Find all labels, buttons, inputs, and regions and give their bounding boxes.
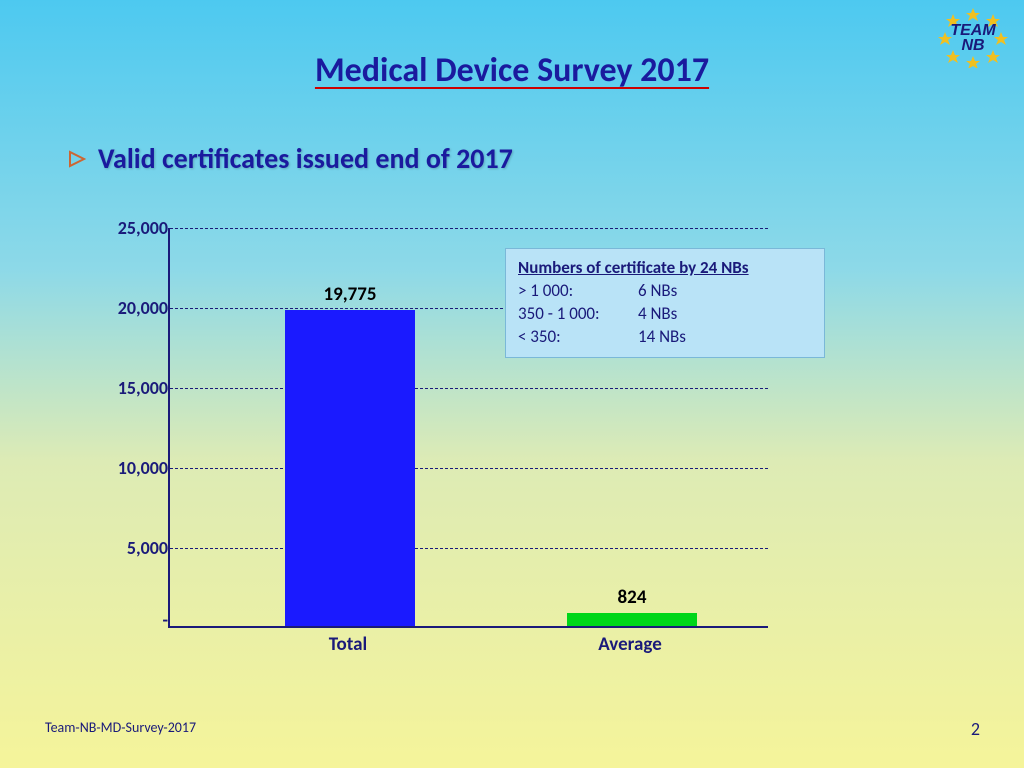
- logo: TEAM NB: [938, 8, 1008, 68]
- info-range: > 1 000:: [518, 280, 638, 303]
- info-count: 6 NBs: [638, 280, 677, 303]
- info-range: 350 - 1 000:: [518, 303, 638, 326]
- info-count: 14 NBs: [638, 326, 686, 349]
- subtitle-row: Valid certificates issued end of 2017: [68, 141, 1024, 176]
- footer-left: Team-NB-MD-Survey-2017: [45, 719, 196, 736]
- bar: [285, 310, 415, 626]
- y-tick-label: 25,000: [88, 217, 168, 239]
- x-tick-label: Average: [598, 633, 662, 656]
- page-title: Medical Device Survey 2017: [0, 0, 1024, 91]
- info-range: < 350:: [518, 326, 638, 349]
- subtitle-text: Valid certificates issued end of 2017: [98, 141, 513, 176]
- bar-value-label: 19,775: [323, 283, 376, 312]
- gridline: [170, 548, 768, 549]
- page-number: 2: [971, 718, 980, 740]
- gridline: [170, 228, 768, 229]
- info-box: Numbers of certificate by 24 NBs > 1 000…: [505, 248, 825, 358]
- gridline: [170, 468, 768, 469]
- bar-value-label: 824: [618, 586, 647, 615]
- gridline: [170, 388, 768, 389]
- info-box-title: Numbers of certificate by 24 NBs: [518, 257, 812, 280]
- info-row: < 350:14 NBs: [518, 326, 812, 349]
- info-row: > 1 000:6 NBs: [518, 280, 812, 303]
- bullet-icon: [68, 150, 86, 168]
- svg-text:NB: NB: [961, 37, 984, 54]
- y-tick-label: 5,000: [88, 537, 168, 559]
- x-tick-label: Total: [329, 633, 367, 656]
- y-tick-label: 20,000: [88, 297, 168, 319]
- info-row: 350 - 1 000:4 NBs: [518, 303, 812, 326]
- info-count: 4 NBs: [638, 303, 677, 326]
- y-tick-label: 10,000: [88, 457, 168, 479]
- y-tick-label: 15,000: [88, 377, 168, 399]
